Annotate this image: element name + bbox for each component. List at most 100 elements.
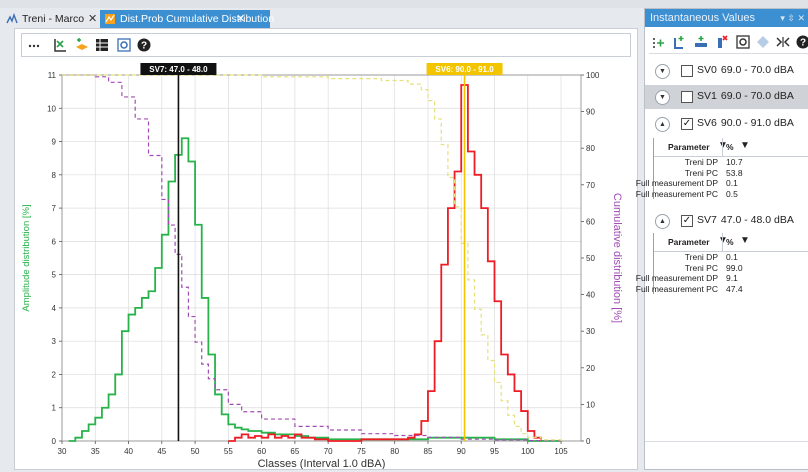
column-header-parameter: Parameter — [668, 237, 710, 247]
add-layer-icon[interactable] — [74, 37, 90, 53]
series-line-0 — [69, 138, 561, 441]
y2-tick-label: 10 — [586, 400, 595, 409]
y-tick-label: 5 — [52, 271, 57, 280]
visibility-checkbox[interactable]: ✓ — [681, 215, 693, 227]
list-add-icon[interactable] — [651, 34, 667, 50]
diamond-icon[interactable] — [755, 34, 771, 50]
filter-icon[interactable]: ▼ — [740, 235, 750, 246]
cursor-label-1: SV6: 90.0 - 91.0 — [435, 65, 494, 74]
table-header: Parameter ▼ % ▼ — [654, 138, 808, 157]
y2-axis-label: Cumulative distribution [%] — [611, 193, 623, 323]
cursor-label-0: SV7: 47.0 - 48.0 — [149, 65, 208, 74]
y-tick-label: 2 — [52, 370, 57, 379]
filter-icon[interactable]: ▼ — [740, 140, 750, 151]
parameter-table-sv7: Parameter ▼ % ▼ Treni DP0.1 Treni PC99.0… — [653, 233, 808, 294]
x-tick-label: 70 — [324, 447, 333, 456]
table-header: Parameter ▼ % ▼ — [654, 233, 808, 252]
add-marker-icon[interactable] — [693, 34, 709, 50]
zoom-icon[interactable] — [116, 37, 132, 53]
window-top-strip — [0, 0, 808, 8]
collapse-icon[interactable] — [775, 34, 791, 50]
y-tick-label: 1 — [52, 404, 57, 413]
y-tick-label: 6 — [52, 237, 57, 246]
x-tick-label: 95 — [490, 447, 499, 456]
y-tick-label: 10 — [47, 104, 56, 113]
plot-frame — [62, 75, 581, 441]
column-divider — [722, 138, 723, 156]
x-tick-label: 80 — [390, 447, 399, 456]
chevron-up-icon[interactable]: ▲ — [655, 214, 670, 229]
y2-tick-label: 100 — [586, 71, 600, 80]
y2-tick-label: 80 — [586, 144, 595, 153]
series-line-2 — [62, 75, 561, 441]
panel-title-bar: Instantaneous Values ▾ ⇳ ✕ — [645, 9, 808, 27]
y2-tick-label: 90 — [586, 108, 595, 117]
measurement-icon — [6, 13, 18, 25]
column-divider — [722, 233, 723, 251]
visibility-checkbox[interactable] — [681, 91, 693, 103]
chevron-down-icon[interactable]: ▼ — [655, 64, 670, 79]
series-line-3 — [62, 75, 561, 441]
chevron-up-icon[interactable]: ▲ — [655, 117, 670, 132]
y-tick-label: 0 — [52, 437, 57, 446]
close-icon[interactable]: ✕ — [236, 10, 245, 28]
add-marker-icon[interactable] — [671, 34, 687, 50]
y-tick-label: 9 — [52, 138, 57, 147]
x-tick-label: 65 — [290, 447, 299, 456]
more-icon[interactable] — [26, 37, 42, 53]
x-tick-label: 100 — [521, 447, 535, 456]
x-tick-label: 90 — [457, 447, 466, 456]
visibility-checkbox[interactable] — [681, 65, 693, 77]
tab-dist-prob[interactable]: Dist.Prob Cumulative Distribution ✕ — [100, 10, 270, 28]
x-axis-label: Classes (Interval 1.0 dBA) — [258, 458, 386, 469]
y2-tick-label: 20 — [586, 364, 595, 373]
x-tick-label: 60 — [257, 447, 266, 456]
svg-text:?: ? — [800, 38, 806, 49]
table-icon[interactable] — [94, 37, 110, 53]
help-icon[interactable]: ? — [795, 34, 808, 50]
zoom-icon[interactable] — [735, 34, 751, 50]
y-tick-label: 3 — [52, 337, 57, 346]
y2-tick-label: 50 — [586, 254, 595, 263]
y2-tick-label: 0 — [586, 437, 591, 446]
x-tick-label: 45 — [157, 447, 166, 456]
x-tick-label: 55 — [224, 447, 233, 456]
remove-marker-icon[interactable] — [713, 34, 729, 50]
close-icon[interactable]: ✕ — [88, 10, 97, 28]
tab-label: Dist.Prob Cumulative Distribution — [120, 13, 274, 25]
column-header-percent: % — [726, 142, 734, 152]
panel-divider — [645, 441, 808, 442]
y-tick-label: 7 — [52, 204, 57, 213]
tab-label: Treni - Marco — [22, 13, 84, 25]
visibility-checkbox[interactable]: ✓ — [681, 118, 693, 130]
y-axis-label: Amplitude distribution [%] — [21, 204, 32, 311]
x-tick-label: 50 — [191, 447, 200, 456]
chevron-down-icon[interactable]: ▼ — [655, 90, 670, 105]
y2-tick-label: 60 — [586, 217, 595, 226]
panel-controls[interactable]: ▾ ⇳ ✕ — [780, 9, 805, 27]
y2-tick-label: 40 — [586, 291, 595, 300]
axis-settings-icon[interactable] — [52, 37, 68, 53]
help-icon[interactable]: ? — [136, 37, 152, 53]
y2-tick-label: 30 — [586, 327, 595, 336]
y-tick-label: 4 — [52, 304, 57, 313]
panel-title: Instantaneous Values — [650, 12, 755, 24]
chart-toolbar: ? — [21, 33, 631, 57]
